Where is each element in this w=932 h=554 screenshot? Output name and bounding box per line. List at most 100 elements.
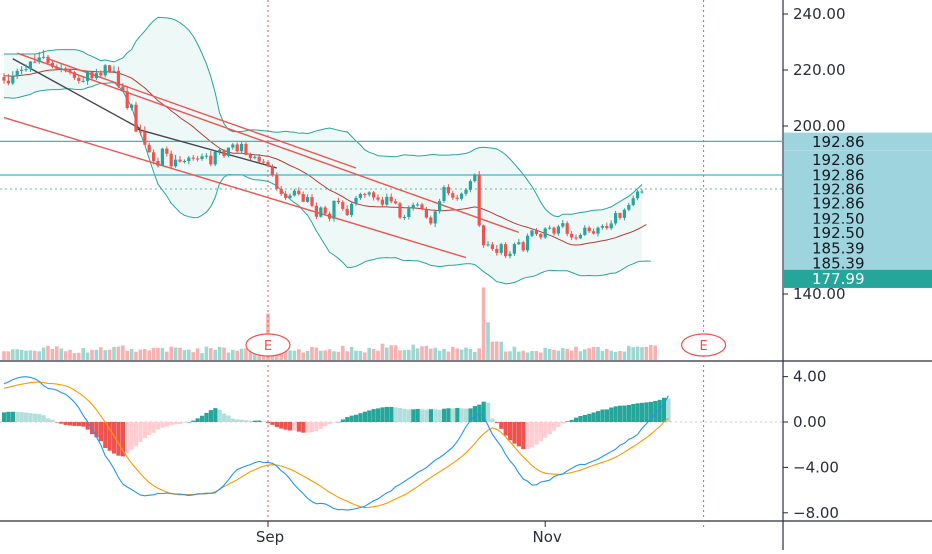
earnings-label: E (264, 339, 272, 354)
volume-bar (385, 347, 389, 360)
candle-body (570, 233, 574, 238)
volume-bar (407, 349, 411, 360)
candle-body (90, 71, 94, 79)
candle-body (279, 188, 283, 195)
candle-body (565, 223, 569, 234)
volume-bar (200, 353, 204, 360)
volume-bar (169, 346, 173, 360)
macd-signal-line (3, 381, 669, 509)
macd-histogram-bar (222, 413, 227, 422)
macd-histogram-bar (41, 415, 46, 422)
trend-line (12, 58, 141, 130)
candle-body (504, 244, 508, 257)
candle-body (438, 201, 442, 212)
macd-histogram-bar (244, 420, 249, 422)
macd-histogram-bar (380, 407, 385, 422)
candle-body (200, 156, 204, 160)
macd-histogram-bar (565, 421, 570, 422)
bollinger-fill (4, 17, 642, 284)
macd-histogram-bar (552, 422, 557, 431)
macd-histogram-bar (626, 404, 631, 422)
macd-histogram-bar (666, 398, 671, 422)
candle-body (574, 237, 578, 239)
macd-tick-label: 4.00 (793, 368, 826, 386)
candle-body (275, 175, 279, 189)
price-badge (784, 239, 932, 258)
volume-bar (367, 347, 371, 360)
volume-bar (305, 351, 310, 360)
candle-body (72, 72, 76, 78)
macd-histogram-bar (252, 420, 257, 422)
macd-histogram-bar (305, 422, 310, 433)
volume-bar (622, 351, 627, 360)
macd-histogram-bar (543, 422, 548, 438)
candle-body (226, 147, 230, 156)
candle-body (152, 152, 156, 161)
macd-histogram-bar (644, 402, 649, 422)
candle-body (64, 68, 68, 70)
volume-bar (55, 346, 59, 360)
candle-body (512, 244, 516, 254)
candle-body (156, 161, 160, 166)
volume-bar (358, 351, 363, 360)
volume-bar (107, 349, 112, 360)
candle-body (609, 223, 613, 229)
volume-bar (402, 350, 407, 360)
macd-histogram-bar (622, 405, 627, 422)
volume-bar (319, 350, 323, 360)
volume-bar (63, 351, 68, 360)
candle-body (490, 244, 494, 249)
volume-bar (99, 347, 103, 360)
candle-body (618, 213, 622, 218)
candle-body (138, 131, 142, 133)
bollinger-upper-line (4, 16, 643, 218)
volume-bar (644, 346, 649, 360)
volume-bar (495, 341, 499, 360)
macd-histogram-bar (472, 406, 477, 422)
price-tick-label: 240.00 (793, 5, 846, 23)
macd-histogram-bar (640, 402, 645, 422)
macd-histogram-bar (662, 397, 667, 422)
volume-bar (569, 350, 574, 360)
candle-body (28, 61, 32, 70)
macd-histogram-bar (371, 409, 376, 422)
volume-bar (288, 350, 292, 360)
macd-histogram-bar (499, 422, 504, 429)
macd-histogram-bar (406, 409, 411, 422)
candle-body (596, 227, 600, 234)
candle-body (389, 196, 393, 202)
candle-body (341, 202, 345, 209)
price-badge-label: 192.86 (812, 151, 865, 169)
volume-bar (486, 322, 490, 360)
volume-bar (596, 346, 600, 360)
macd-tick-label: 0.00 (793, 413, 826, 431)
volume-bar (380, 343, 385, 360)
macd-histogram-bar (530, 422, 535, 448)
candle-body (385, 196, 389, 205)
macd-histogram-bar (648, 401, 653, 422)
volume-bar (81, 348, 85, 360)
candle-body (350, 203, 354, 216)
macd-histogram-bar (582, 414, 587, 422)
macd-histogram-bar (186, 422, 191, 423)
candle-body (222, 149, 226, 156)
volume-bar (512, 346, 517, 360)
volume-bar (609, 350, 613, 360)
volume-bar (530, 351, 534, 360)
bollinger-band-lines (4, 16, 651, 285)
candle-body (548, 227, 552, 229)
macd-histogram-bar (50, 419, 55, 422)
macd-histogram-bar (6, 411, 11, 422)
macd-histogram-bar (318, 422, 323, 430)
volume-bar (556, 350, 561, 360)
volume-bar (72, 353, 77, 360)
macd-histogram-bar (160, 422, 165, 428)
macd-histogram-bar (230, 418, 235, 422)
volume-bar (138, 349, 143, 360)
macd-histogram-bar (512, 422, 517, 444)
macd-histogram-bar (596, 411, 601, 422)
macd-histogram-bar (217, 409, 222, 422)
volume-bar (521, 350, 525, 360)
volume-bar (297, 349, 301, 360)
volume-bar (292, 350, 297, 360)
